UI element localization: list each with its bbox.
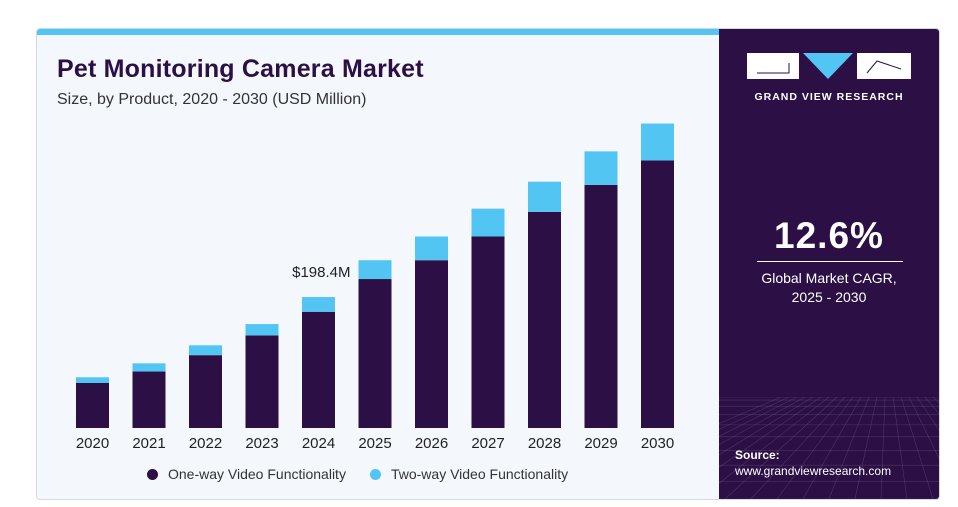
cagr-divider — [757, 261, 903, 262]
legend-swatch-one-way — [147, 468, 158, 480]
bar-one-way-2030 — [641, 160, 674, 428]
bar-chart: 2020 2021 2022 2023 2024 2025 $198.4M 2026 2027 2… — [76, 123, 674, 452]
bar-two-way-2021 — [132, 363, 166, 372]
x-tick-label-2020: 2020 — [76, 435, 109, 452]
legend-item-one-way: One-way Video Functionality — [147, 466, 346, 482]
chart-subtitle: Size, by Product, 2020 - 2030 (USD Milli… — [57, 91, 367, 108]
decorative-grid — [719, 397, 939, 499]
cagr-caption: Global Market CAGR, 2025 - 2030 — [719, 269, 939, 307]
bar-one-way-2022 — [189, 355, 222, 428]
bar-two-way-2024 — [302, 297, 335, 312]
legend-label-one-way: One-way Video Functionality — [168, 466, 346, 482]
infographic-card: Pet Monitoring Camera Market Size, by Pr… — [36, 28, 940, 500]
grand-view-research-logo-icon — [747, 53, 911, 79]
x-tick-label-2024: 2024 — [302, 435, 335, 452]
x-tick-label-2021: 2021 — [132, 435, 165, 452]
x-tick-label-2023: 2023 — [245, 435, 278, 452]
x-tick-label-2025: 2025 — [358, 435, 391, 452]
chart-legend: One-way Video Functionality Two-way Vide… — [147, 466, 592, 482]
bar-one-way-2024 — [302, 311, 335, 428]
bar-two-way-2023 — [245, 324, 279, 336]
bar-one-way-2029 — [584, 184, 618, 428]
x-tick-label-2028: 2028 — [528, 435, 561, 452]
chart-title: Pet Monitoring Camera Market — [57, 55, 424, 83]
brand-name: GRAND VIEW RESEARCH — [754, 91, 904, 103]
x-tick-label-2030: 2030 — [641, 435, 674, 452]
x-tick-label-2027: 2027 — [471, 435, 504, 452]
cagr-value: 12.6% — [774, 215, 884, 256]
x-tick-label-2022: 2022 — [189, 435, 222, 452]
bar-one-way-2026 — [415, 260, 448, 428]
bar-two-way-2025 — [358, 260, 392, 280]
bar-one-way-2021 — [132, 371, 166, 428]
x-tick-label-2029: 2029 — [584, 435, 617, 452]
bar-two-way-2026 — [415, 236, 448, 261]
data-label-2025: $198.4M — [292, 264, 350, 281]
bar-one-way-2028 — [528, 211, 561, 428]
bar-two-way-2028 — [528, 181, 561, 212]
bar-two-way-2027 — [471, 208, 505, 237]
bar-one-way-2020 — [76, 382, 109, 428]
chart-panel: Pet Monitoring Camera Market Size, by Pr… — [37, 29, 719, 499]
x-tick-label-2026: 2026 — [415, 435, 448, 452]
info-sidebar: GRAND VIEW RESEARCH 12.6% Global Market … — [719, 29, 939, 499]
legend-label-two-way: Two-way Video Functionality — [390, 466, 569, 482]
source-label: Source: — [735, 448, 780, 462]
cagr-period: 2025 - 2030 — [791, 289, 867, 305]
bar-one-way-2027 — [471, 236, 505, 428]
cagr-label: Global Market CAGR, — [761, 270, 897, 286]
source-link[interactable]: www.grandviewresearch.com — [735, 464, 892, 478]
bar-two-way-2029 — [584, 151, 618, 185]
legend-item-two-way: Two-way Video Functionality — [369, 466, 569, 482]
legend-swatch-two-way — [369, 468, 381, 480]
bar-two-way-2022 — [189, 345, 222, 356]
bar-one-way-2023 — [245, 335, 279, 428]
bar-one-way-2025 — [358, 279, 392, 428]
bar-two-way-2020 — [76, 377, 109, 383]
bar-two-way-2030 — [641, 123, 674, 161]
